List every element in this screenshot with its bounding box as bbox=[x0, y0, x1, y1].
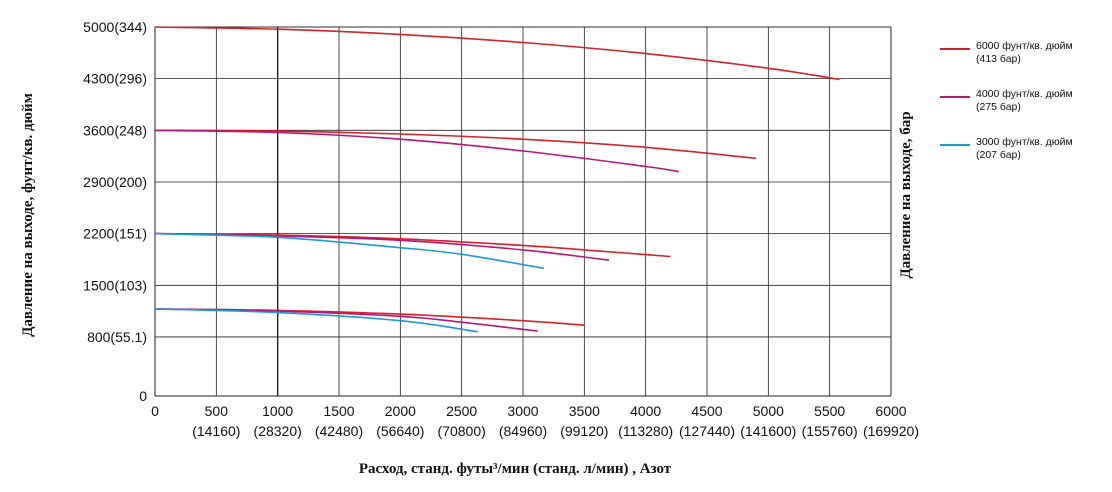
x-tick-label: 5500 bbox=[814, 403, 845, 419]
y-tick-label: 0 bbox=[139, 388, 147, 404]
x-axis-title: Расход, станд. футы³/мин (станд. л/мин) … bbox=[359, 461, 672, 477]
x-tick-label: 2500 bbox=[446, 403, 477, 419]
x-tick-sublabel: (42480) bbox=[315, 423, 363, 439]
series-line-6000 bbox=[154, 129, 757, 160]
x-tick-label: 4500 bbox=[691, 403, 722, 419]
legend-item-3000: 3000 фунт/кв. дюйм (207 бар) bbox=[940, 136, 1105, 162]
x-tick-label: 500 bbox=[205, 403, 229, 419]
x-tick-label: 6000 bbox=[875, 403, 906, 419]
series-line-6000 bbox=[154, 308, 585, 326]
legend-sub-6000: (413 бар) bbox=[976, 53, 1021, 65]
legend-sub-3000: (207 бар) bbox=[976, 149, 1021, 161]
series-line-3000 bbox=[154, 232, 545, 270]
x-tick-label: 5000 bbox=[753, 403, 784, 419]
x-tick-sublabel: (127440) bbox=[679, 423, 735, 439]
legend-text-3000: 3000 фунт/кв. дюйм (207 бар) bbox=[976, 136, 1073, 162]
x-tick-label: 2000 bbox=[385, 403, 416, 419]
legend-swatch-3000 bbox=[940, 144, 970, 146]
x-tick-sublabel: (141600) bbox=[740, 423, 796, 439]
series-layer bbox=[154, 26, 840, 333]
y-tick-label: 5000(344) bbox=[83, 19, 147, 35]
x-tick-label: 0 bbox=[151, 403, 159, 419]
y-axis-title-right: Давление на выходе, бар bbox=[898, 111, 914, 278]
x-tick-sublabel: (70800) bbox=[438, 423, 486, 439]
x-tick-label: 1500 bbox=[323, 403, 354, 419]
legend-text-6000: 6000 фунт/кв. дюйм (413 бар) bbox=[976, 40, 1073, 66]
legend-item-6000: 6000 фунт/кв. дюйм (413 бар) bbox=[940, 40, 1105, 66]
y-axis-title-left: Давление на выходе, фунт/кв. дюйм bbox=[20, 93, 36, 337]
legend-item-4000: 4000 фунт/кв. дюйм (275 бар) bbox=[940, 88, 1105, 114]
y-tick-label: 3600(248) bbox=[83, 122, 147, 138]
x-tick-sublabel: (84960) bbox=[499, 423, 547, 439]
x-tick-label: 4000 bbox=[630, 403, 661, 419]
legend-label-4000: 4000 фунт/кв. дюйм bbox=[976, 88, 1073, 100]
series-line-6000 bbox=[154, 232, 671, 258]
x-tick-sublabel: (99120) bbox=[560, 423, 608, 439]
x-tick-sublabel: (155760) bbox=[802, 423, 858, 439]
y-tick-label: 2900(200) bbox=[83, 174, 147, 190]
legend: 6000 фунт/кв. дюйм (413 бар) 4000 фунт/к… bbox=[940, 40, 1105, 184]
legend-label-6000: 6000 фунт/кв. дюйм bbox=[976, 40, 1073, 52]
series-line-3000 bbox=[154, 308, 478, 333]
y-tick-label: 1500(103) bbox=[83, 277, 147, 293]
x-tick-sublabel: (169920) bbox=[863, 423, 919, 439]
legend-swatch-4000 bbox=[940, 96, 970, 98]
y-tick-label: 4300(296) bbox=[83, 71, 147, 87]
tick-labels: 0 500 (14160) 1000 (28320) 1500 (42480) 2000 (56… bbox=[83, 19, 919, 439]
x-tick-label: 3000 bbox=[507, 403, 538, 419]
legend-swatch-6000 bbox=[940, 48, 970, 50]
x-tick-label: 3500 bbox=[569, 403, 600, 419]
legend-text-4000: 4000 фунт/кв. дюйм (275 бар) bbox=[976, 88, 1073, 114]
y-tick-label: 2200(151) bbox=[83, 226, 147, 242]
x-tick-sublabel: (56640) bbox=[376, 423, 424, 439]
x-tick-label: 1000 bbox=[262, 403, 293, 419]
x-tick-sublabel: (28320) bbox=[254, 423, 302, 439]
series-line-4000 bbox=[154, 129, 679, 173]
x-tick-sublabel: (113280) bbox=[618, 423, 673, 439]
legend-sub-4000: (275 бар) bbox=[976, 101, 1021, 113]
legend-label-3000: 3000 фунт/кв. дюйм bbox=[976, 136, 1073, 148]
series-line-6000 bbox=[154, 26, 840, 81]
x-tick-sublabel: (14160) bbox=[192, 423, 240, 439]
grid bbox=[154, 26, 892, 397]
y-tick-label: 800(55.1) bbox=[87, 329, 147, 345]
